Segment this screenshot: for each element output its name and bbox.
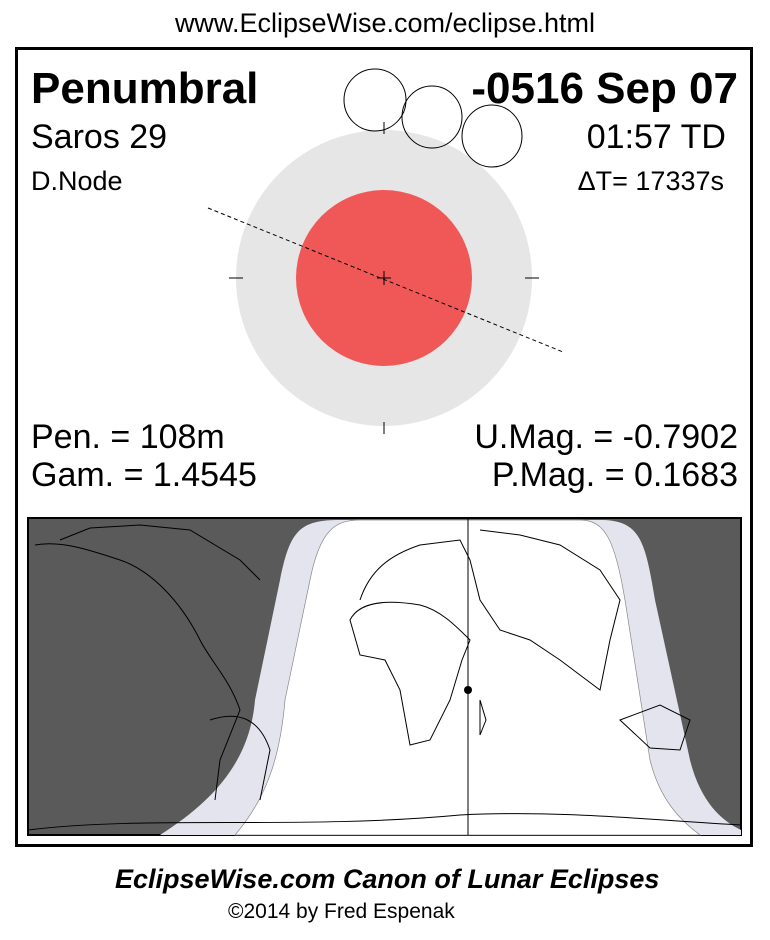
footer-copyright: ©2014 by Fred Espenak [228, 900, 455, 923]
eclipse-time: 01:57 TD [586, 118, 726, 156]
eclipse-type: Penumbral [31, 64, 259, 113]
penumbral-duration: Pen. = 108m [31, 418, 225, 456]
umbral-magnitude: U.Mag. = -0.7902 [474, 418, 738, 456]
penumbral-magnitude: P.Mag. = 0.1683 [491, 456, 738, 494]
delta-t: ΔT= 17337s [577, 166, 724, 196]
footer-title: EclipseWise.com Canon of Lunar Eclipses [115, 864, 660, 894]
eclipse-date: -0516 Sep 07 [471, 64, 738, 113]
source-url: www.EclipseWise.com/eclipse.html [174, 8, 596, 38]
moon-last-contact [461, 104, 523, 168]
moon-greatest [401, 85, 463, 149]
gamma: Gam. = 1.4545 [31, 456, 257, 494]
moon-first-contact [343, 68, 407, 132]
greatest-eclipse-point [464, 686, 472, 694]
node: D.Node [31, 166, 123, 196]
moon-path [207, 207, 564, 353]
saros-number: Saros 29 [31, 118, 168, 156]
eclipse-panel-frame [15, 47, 753, 847]
world-map [27, 517, 742, 836]
coastlines [27, 524, 742, 831]
